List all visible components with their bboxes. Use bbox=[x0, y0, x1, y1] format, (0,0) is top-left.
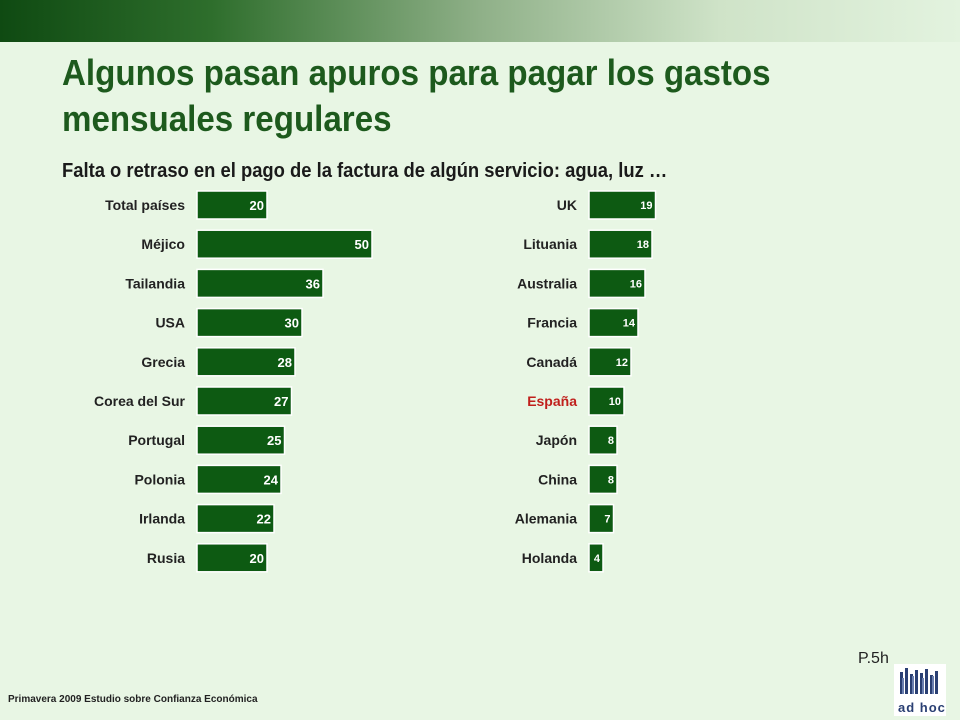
category-label: Total países bbox=[105, 197, 185, 213]
value-label: 25 bbox=[267, 433, 281, 448]
bar-jap-n bbox=[588, 425, 618, 455]
value-label: 20 bbox=[250, 551, 264, 566]
value-label: 22 bbox=[257, 512, 271, 527]
category-label: España bbox=[527, 393, 577, 409]
bar-usa bbox=[196, 307, 303, 338]
logo-figures-icon bbox=[900, 668, 938, 694]
logo-text: ad hoc bbox=[898, 700, 946, 715]
chart-right: UK 19 Lituania 18 Australia 16 Francia 14 Canadá… bbox=[515, 190, 657, 573]
value-label: 8 bbox=[608, 435, 614, 447]
category-label: Francia bbox=[527, 315, 577, 331]
category-label: Irlanda bbox=[139, 511, 185, 527]
bar-grecia bbox=[196, 347, 296, 377]
bar-irlanda bbox=[196, 503, 275, 534]
category-label: Rusia bbox=[147, 550, 185, 566]
category-label: Grecia bbox=[141, 354, 185, 370]
bar-holanda bbox=[588, 543, 604, 573]
chart-left: Total países 20 Méjico 50 Tailandia 36 USA 30 Gr… bbox=[94, 190, 373, 573]
value-label: 18 bbox=[637, 239, 649, 251]
bar-uk bbox=[588, 190, 657, 220]
value-label: 14 bbox=[623, 318, 636, 330]
bar-alemania bbox=[588, 503, 615, 534]
category-label: Tailandia bbox=[125, 275, 185, 291]
value-label: 7 bbox=[604, 514, 610, 526]
adhoc-logo: ad hoc bbox=[894, 664, 946, 716]
value-label: 16 bbox=[630, 278, 642, 290]
page-number: P.5h bbox=[858, 650, 889, 667]
bar-portugal bbox=[196, 425, 286, 455]
value-label: 50 bbox=[355, 237, 369, 252]
value-label: 19 bbox=[640, 200, 652, 212]
bar-tailandia bbox=[196, 268, 324, 299]
value-label: 8 bbox=[608, 474, 614, 486]
value-label: 36 bbox=[306, 276, 320, 291]
category-label: Corea del Sur bbox=[94, 393, 186, 409]
category-label: Méjico bbox=[141, 236, 185, 252]
category-label: Japón bbox=[536, 432, 577, 448]
page-title: Algunos pasan apuros para pagar los gast… bbox=[62, 52, 771, 139]
category-label: Alemania bbox=[515, 511, 577, 527]
value-label: 28 bbox=[278, 355, 292, 370]
category-label: Portugal bbox=[128, 432, 185, 448]
bar-canad- bbox=[588, 347, 632, 377]
bar-lituania bbox=[588, 229, 653, 259]
value-label: 4 bbox=[594, 553, 601, 565]
bar-australia bbox=[588, 268, 646, 299]
category-label: Lituania bbox=[523, 236, 577, 252]
chart-subtitle: Falta o retraso en el pago de la factura… bbox=[62, 160, 668, 182]
top-band bbox=[0, 0, 960, 42]
bar-francia bbox=[588, 307, 639, 338]
value-label: 30 bbox=[285, 316, 299, 331]
category-label: Holanda bbox=[522, 550, 577, 566]
category-label: UK bbox=[557, 197, 577, 213]
bar-total-pa-ses bbox=[196, 190, 268, 220]
category-label: Australia bbox=[517, 275, 577, 291]
category-label: Polonia bbox=[134, 471, 185, 487]
value-label: 27 bbox=[274, 394, 288, 409]
footer-text: Primavera 2009 Estudio sobre Confianza E… bbox=[8, 694, 258, 705]
bar-m-jico bbox=[196, 229, 373, 259]
bar-espa-a bbox=[588, 386, 625, 416]
value-label: 12 bbox=[616, 357, 628, 369]
value-label: 10 bbox=[609, 396, 621, 408]
bar-polonia bbox=[196, 464, 282, 495]
category-label: USA bbox=[155, 315, 185, 331]
category-label: Canadá bbox=[526, 354, 577, 370]
bar-china bbox=[588, 464, 618, 495]
value-label: 24 bbox=[264, 472, 279, 487]
bar-rusia bbox=[196, 543, 268, 573]
value-label: 20 bbox=[250, 198, 264, 213]
bar-corea-del-sur bbox=[196, 386, 293, 416]
category-label: China bbox=[538, 471, 577, 487]
